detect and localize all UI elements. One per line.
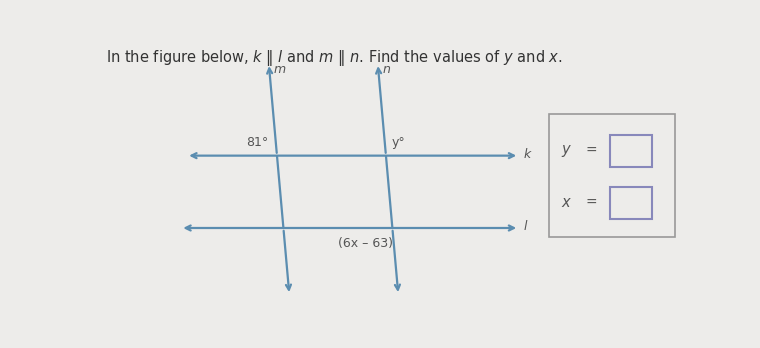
Text: (6x – 63): (6x – 63) bbox=[338, 237, 394, 250]
FancyBboxPatch shape bbox=[549, 114, 675, 237]
Text: =: = bbox=[585, 196, 597, 210]
Text: l: l bbox=[524, 220, 527, 233]
Text: In the figure below, $k$ $\|$ $l$ and $m$ $\|$ $n$. Find the values of $y$ and $: In the figure below, $k$ $\|$ $l$ and $m… bbox=[106, 48, 562, 69]
Text: $x$: $x$ bbox=[562, 195, 572, 210]
Text: $y$: $y$ bbox=[562, 143, 572, 159]
Text: k: k bbox=[524, 148, 531, 161]
Text: =: = bbox=[585, 144, 597, 158]
FancyBboxPatch shape bbox=[610, 135, 651, 167]
Text: 81°: 81° bbox=[246, 136, 268, 149]
Text: y°: y° bbox=[392, 136, 406, 149]
Text: m: m bbox=[274, 63, 286, 76]
Text: n: n bbox=[382, 63, 391, 76]
FancyBboxPatch shape bbox=[610, 187, 651, 219]
